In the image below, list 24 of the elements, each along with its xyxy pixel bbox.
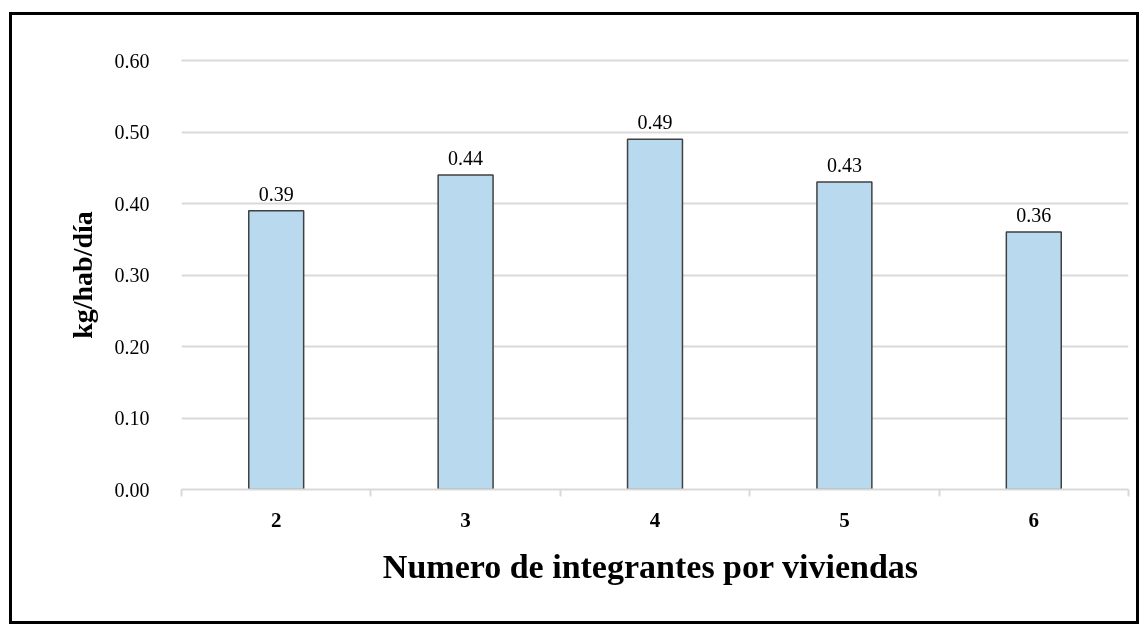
data-label: 0.36 (1016, 204, 1052, 227)
y-tick-label: 0.10 (114, 407, 150, 429)
y-axis-title: kg/hab/día (66, 211, 98, 339)
bar (437, 174, 494, 490)
bar (626, 138, 684, 490)
y-tick-label: 0.30 (114, 264, 150, 286)
x-tick-label: 6 (1028, 507, 1040, 532)
y-tick-label: 0.60 (114, 49, 150, 72)
bar (816, 181, 873, 490)
y-tick-label: 0.20 (114, 335, 150, 358)
y-tick-label: 0.50 (114, 121, 150, 143)
x-tick-label: 4 (649, 507, 661, 532)
bar (1005, 231, 1063, 490)
x-tick-label: 2 (270, 507, 282, 532)
data-label: 0.39 (258, 182, 294, 205)
y-tick-label: 0.00 (114, 478, 150, 501)
x-axis-title: Numero de integrantes por viviendas (382, 547, 919, 585)
y-tick-label: 0.40 (114, 192, 150, 215)
x-tick-label: 3 (460, 507, 471, 532)
bar (247, 209, 305, 490)
x-tick-label: 5 (839, 507, 850, 532)
data-label: 0.49 (637, 111, 673, 134)
data-label: 0.43 (826, 154, 862, 177)
data-label: 0.44 (448, 146, 484, 169)
